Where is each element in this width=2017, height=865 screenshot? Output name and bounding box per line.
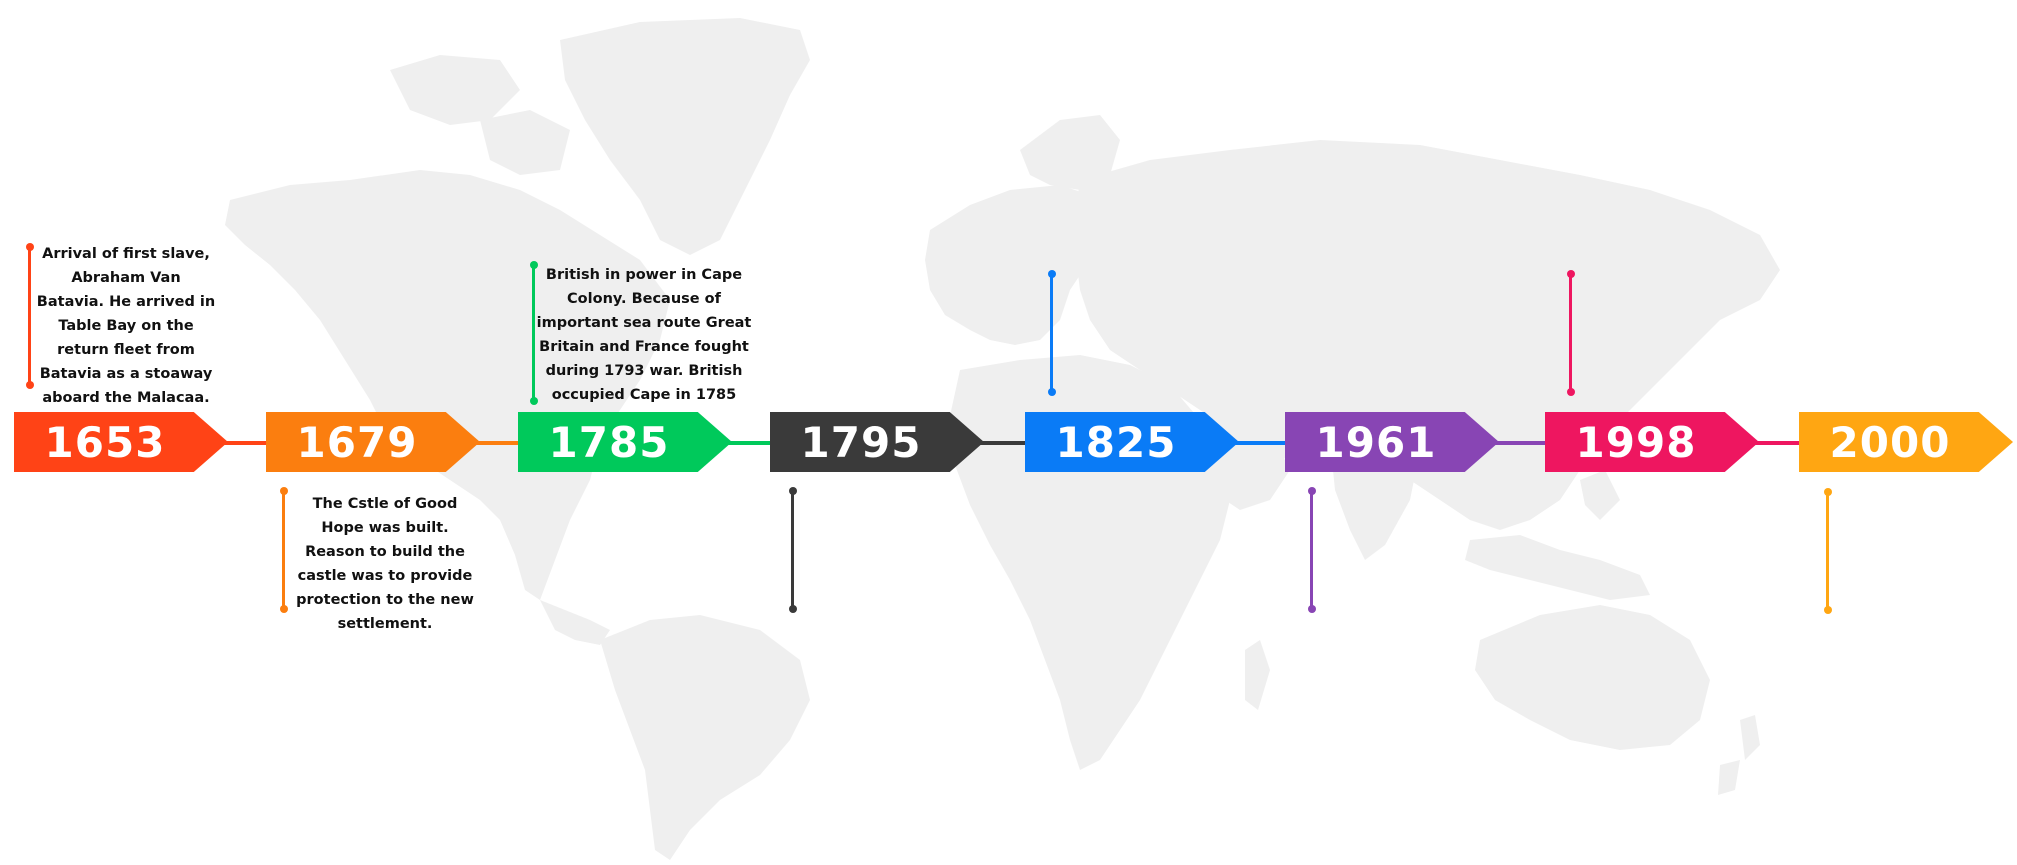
timeline-connector [1231,441,1287,445]
year-marker-2000: 2000 [1799,412,2013,472]
year-marker-1825: 1825 [1025,412,1239,472]
event-stem-2000 [1823,488,1832,614]
event-stem-1998 [1566,270,1575,396]
year-marker-1679: 1679 [266,412,480,472]
event-note-1653: Arrival of first slave, Abraham Van Bata… [36,246,216,406]
event-stem-1785 [529,261,538,405]
year-marker-1653: 1653 [14,412,228,472]
year-marker-1785: 1785 [518,412,732,472]
timeline-connector [472,441,520,445]
event-stem-1795 [788,487,797,613]
event-stem-1653 [25,243,34,389]
event-stem-1825 [1047,270,1056,396]
timeline-connector [724,441,772,445]
year-marker-1961: 1961 [1285,412,1499,472]
event-note-1679: The Cstle of Good Hope was built. Reason… [296,496,474,632]
event-note-1785: British in power in Cape Colony. Because… [536,267,752,403]
timeline-connector [1751,441,1801,445]
timeline-connector [220,441,268,445]
year-marker-1998: 1998 [1545,412,1759,472]
event-stem-1679 [279,487,288,613]
timeline-connector [1491,441,1547,445]
year-marker-1795: 1795 [770,412,984,472]
timeline-connector [976,441,1027,445]
event-stem-1961 [1307,487,1316,613]
